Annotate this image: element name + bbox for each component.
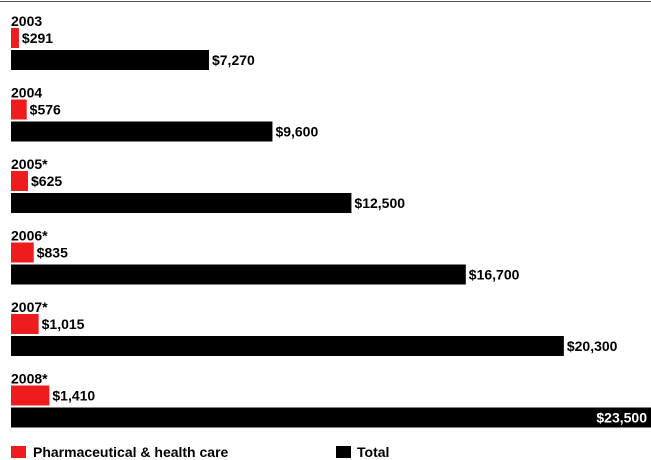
total-bar: [11, 193, 352, 213]
total-value-label: $7,270: [212, 52, 255, 68]
legend: Pharmaceutical & health care Total: [11, 444, 389, 460]
total-bar: [11, 264, 466, 285]
pharma-bar: [11, 99, 27, 120]
year-label: 2005*: [11, 156, 48, 172]
total-bar: [11, 121, 273, 142]
total-value-label: $12,500: [354, 195, 405, 211]
legend-label-total: Total: [357, 444, 389, 460]
pharma-value-label: $835: [37, 245, 68, 261]
year-group: 2007*$1,015 $20,300: [11, 299, 618, 356]
pharma-bar: [11, 385, 50, 406]
year-group: 2005*$625 $12,500: [11, 156, 405, 213]
year-label: 2003: [11, 13, 42, 29]
pharma-bar: [11, 314, 39, 334]
pharma-value-label: $1,410: [52, 388, 95, 404]
total-bar: [11, 407, 651, 428]
year-group: 2008*$1,410 $23,500: [11, 371, 651, 428]
pharma-bar: [11, 242, 34, 263]
legend-swatch-pharma: [11, 446, 26, 458]
year-label: 2008*: [11, 371, 48, 387]
legend-label-pharma: Pharmaceutical & health care: [33, 444, 229, 460]
legend-item-pharma: Pharmaceutical & health care: [11, 444, 229, 460]
total-bar: [11, 50, 209, 70]
year-group: 2006*$835 $16,700: [11, 228, 520, 285]
pharma-bar: [11, 171, 29, 191]
total-value-label: $23,500: [596, 410, 647, 426]
year-group: 2004$576 $9,600: [11, 85, 318, 142]
legend-swatch-total: [336, 446, 351, 458]
bars-layer: 2003$291 $7,270 2004$576 $9,600 2005*$625 $12…: [11, 13, 651, 428]
total-value-label: $9,600: [275, 124, 318, 140]
pharma-value-label: $1,015: [42, 316, 85, 332]
year-label: 2007*: [11, 299, 48, 315]
pharma-value-label: $625: [31, 173, 62, 189]
year-label: 2006*: [11, 228, 48, 244]
total-bar: [11, 336, 564, 356]
total-value-label: $20,300: [567, 338, 618, 354]
year-label: 2004: [11, 85, 42, 101]
legend-item-total: Total: [336, 444, 389, 460]
year-group: 2003$291 $7,270: [11, 13, 255, 70]
pharma-bar: [11, 28, 19, 48]
total-value-label: $16,700: [469, 267, 520, 283]
pharma-value-label: $291: [22, 30, 53, 46]
pharma-value-label: $576: [30, 102, 61, 118]
